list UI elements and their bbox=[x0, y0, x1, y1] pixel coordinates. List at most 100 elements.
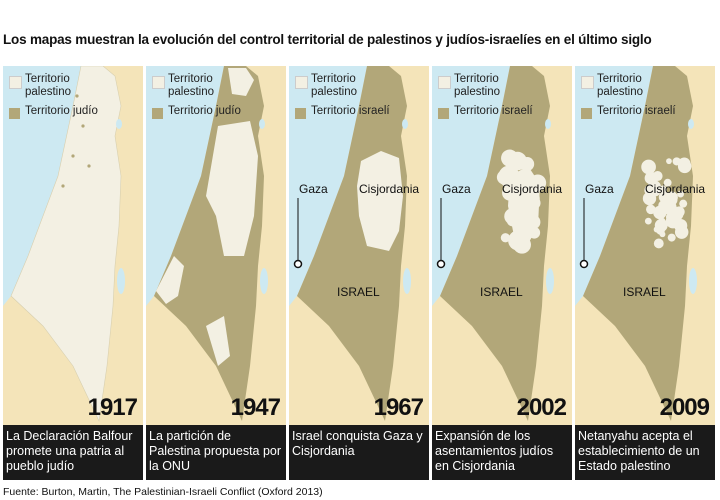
dead-sea bbox=[260, 268, 268, 294]
territory-patch bbox=[506, 214, 519, 227]
territory-patch bbox=[508, 230, 529, 251]
legend-swatch bbox=[295, 108, 306, 119]
map-panel: Territorio palestino Territorio israelí Ga… bbox=[575, 66, 715, 480]
territory-patch bbox=[528, 196, 541, 210]
sea bbox=[575, 66, 653, 306]
territory-patch bbox=[644, 184, 656, 197]
caption: Israel conquista Gaza y Cisjordania bbox=[289, 425, 429, 480]
territory bbox=[583, 66, 693, 421]
israel-label: ISRAEL bbox=[623, 285, 666, 299]
territory-patch bbox=[228, 68, 254, 96]
legend-label: Territorio israelí bbox=[597, 105, 676, 117]
gaza-marker bbox=[436, 259, 446, 269]
territory-patch bbox=[75, 94, 79, 98]
legend-label: Territorio israelí bbox=[454, 105, 533, 117]
lake bbox=[402, 119, 408, 129]
territory-patch bbox=[674, 206, 685, 218]
territory-patch bbox=[357, 151, 403, 251]
gaza-marker bbox=[293, 259, 303, 269]
legend-label: Territorio israelí bbox=[311, 105, 390, 117]
map bbox=[3, 66, 143, 425]
map bbox=[432, 66, 572, 425]
territory-patch bbox=[61, 184, 65, 188]
territory-patch bbox=[658, 185, 667, 194]
territory-patch bbox=[528, 208, 537, 217]
year: 1967 bbox=[373, 394, 424, 421]
legend-swatch bbox=[9, 108, 20, 119]
territory-patch bbox=[206, 121, 258, 256]
sea bbox=[432, 66, 510, 306]
territory bbox=[10, 66, 122, 423]
sea bbox=[146, 66, 224, 306]
legend-label: Territorio palestino bbox=[597, 73, 644, 98]
territory-patch bbox=[677, 190, 684, 198]
territory-patch bbox=[677, 157, 691, 171]
lake bbox=[116, 119, 122, 129]
territory-patch bbox=[666, 158, 672, 165]
year: 2009 bbox=[659, 394, 710, 421]
territory-patch bbox=[658, 217, 666, 226]
territory-patch bbox=[528, 226, 541, 239]
caption: La Declaración Balfour promete una patri… bbox=[3, 425, 143, 480]
year: 1947 bbox=[230, 394, 281, 421]
territory-patch bbox=[652, 171, 663, 182]
source: Fuente: Burton, Martin, The Palestinian-… bbox=[3, 486, 323, 498]
year: 2002 bbox=[516, 394, 567, 421]
legend-swatch bbox=[581, 108, 592, 119]
territory-patch bbox=[81, 124, 85, 128]
territory-patch bbox=[525, 214, 541, 230]
territory-patch bbox=[653, 238, 664, 249]
year: 1917 bbox=[87, 394, 138, 421]
lake bbox=[259, 119, 265, 129]
caption: La partición de Palestina propuesta por … bbox=[146, 425, 286, 480]
legend-label: Territorio judío bbox=[25, 105, 98, 117]
legend-swatch bbox=[581, 76, 594, 89]
legend-label: Territorio palestino bbox=[25, 73, 72, 98]
legend-swatch bbox=[152, 108, 163, 119]
territory-patch bbox=[87, 164, 91, 168]
dead-sea bbox=[403, 268, 411, 294]
territory-patch bbox=[656, 226, 665, 235]
territory-patch bbox=[662, 200, 677, 215]
israel-label: ISRAEL bbox=[480, 285, 523, 299]
map bbox=[146, 66, 286, 425]
map-panel: Territorio palestino Territorio judío 1947… bbox=[146, 66, 286, 480]
territory-patch bbox=[679, 199, 688, 208]
legend-label: Territorio palestino bbox=[168, 73, 215, 98]
gaza-marker bbox=[579, 259, 589, 269]
territory-patch bbox=[667, 233, 676, 242]
dead-sea bbox=[689, 268, 697, 294]
west-bank-label: Cisjordania bbox=[359, 182, 420, 196]
dead-sea bbox=[117, 268, 125, 294]
title: Los mapas muestran la evolución del cont… bbox=[3, 32, 652, 47]
map bbox=[289, 66, 429, 425]
west-bank-label: Cisjordania bbox=[502, 182, 563, 196]
legend-swatch bbox=[9, 76, 22, 89]
sea bbox=[289, 66, 367, 306]
territory-patch bbox=[496, 170, 512, 185]
west-bank-label: Cisjordania bbox=[645, 182, 706, 196]
caption: Expansión de los asentamientos judíos en… bbox=[432, 425, 572, 480]
territory-patch bbox=[500, 233, 511, 243]
gaza-label: Gaza bbox=[585, 182, 614, 196]
legend-label: Territorio judío bbox=[168, 105, 241, 117]
dead-sea bbox=[546, 268, 554, 294]
legend-label: Territorio palestino bbox=[311, 73, 358, 98]
map-panel: Territorio palestino Territorio israelí Ga… bbox=[289, 66, 429, 480]
legend-swatch bbox=[295, 76, 308, 89]
legend-swatch bbox=[438, 108, 449, 119]
territory-patch bbox=[646, 204, 656, 215]
lake bbox=[545, 119, 551, 129]
map-panel: Territorio palestino Territorio israelí Ga… bbox=[432, 66, 572, 480]
territory-patch bbox=[644, 217, 652, 225]
sea bbox=[3, 66, 81, 306]
caption: Netanyahu acepta el establecimiento de u… bbox=[575, 425, 715, 480]
map-panel: Territorio palestino Territorio judío 1917… bbox=[3, 66, 143, 480]
gaza-label: Gaza bbox=[299, 182, 328, 196]
map bbox=[575, 66, 715, 425]
gaza-label: Gaza bbox=[442, 182, 471, 196]
legend-label: Territorio palestino bbox=[454, 73, 501, 98]
territory-patch bbox=[663, 178, 672, 187]
territory-patch bbox=[641, 159, 656, 175]
